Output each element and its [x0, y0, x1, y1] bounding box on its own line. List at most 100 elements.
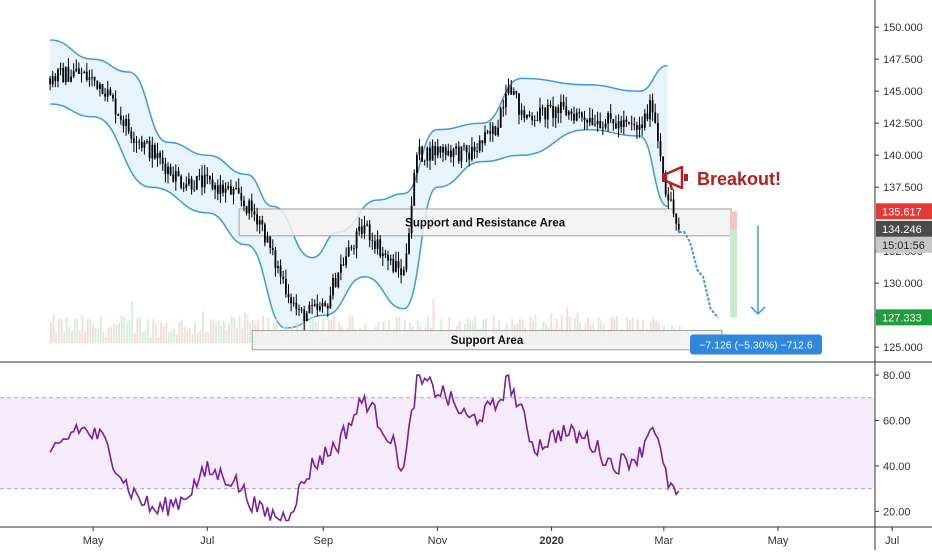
candle-body	[439, 146, 442, 153]
megaphone-icon	[662, 165, 688, 191]
candle-body	[549, 104, 552, 107]
volume-bar	[215, 322, 217, 343]
candle-body	[85, 71, 88, 80]
price-tag-upper: 135.617	[882, 206, 922, 218]
candle-body	[384, 253, 387, 255]
candle-body	[99, 84, 101, 89]
volume-bar	[86, 319, 89, 343]
volume-bar	[115, 324, 118, 343]
candle-body	[290, 297, 292, 304]
candle-body	[230, 186, 232, 195]
candle-body	[588, 117, 591, 123]
candle-body	[455, 146, 457, 149]
rsi-band-fill	[0, 397, 875, 489]
candle-body	[657, 123, 659, 141]
candle-body	[677, 223, 680, 230]
volume-bar	[147, 319, 149, 343]
volume-bar	[207, 331, 210, 343]
candle-body	[638, 124, 641, 130]
candle-body	[70, 76, 72, 82]
candle-body	[664, 174, 667, 195]
candle-body	[447, 150, 450, 156]
candle-body	[227, 186, 230, 189]
candle-body	[271, 248, 274, 251]
price-tick-label: 125.000	[883, 342, 923, 354]
volume-bar	[550, 313, 553, 343]
candle-body	[303, 309, 306, 321]
volume-bar	[223, 321, 225, 343]
candle-body	[491, 126, 494, 134]
candle-body	[436, 146, 439, 156]
candle-body	[601, 127, 604, 129]
volume-bar	[110, 326, 113, 343]
volume-bar	[191, 334, 194, 343]
countdown-tag-bg	[876, 236, 932, 253]
candle-body	[468, 152, 471, 160]
volume-bar	[73, 317, 76, 343]
candle-body	[567, 111, 570, 116]
volume-bar	[220, 326, 223, 343]
volume-bar	[333, 315, 335, 343]
candle-body	[308, 304, 311, 314]
candle-body	[298, 309, 300, 310]
volume-bar	[304, 315, 306, 343]
candle-body	[114, 98, 117, 115]
megaphone-handle	[662, 173, 667, 182]
candle-body	[452, 148, 455, 158]
candle-body	[366, 224, 368, 226]
price-tag-last-bg	[876, 220, 932, 237]
price-tick-label: 145.000	[883, 86, 923, 98]
candle-body	[88, 77, 91, 80]
volume-bar	[170, 329, 173, 343]
candle-body	[279, 266, 282, 277]
candle-body	[620, 120, 623, 127]
candle-body	[347, 247, 350, 257]
volume-bar	[238, 315, 241, 343]
candle-body	[363, 224, 366, 234]
candle-body	[313, 303, 316, 306]
candle-body	[672, 199, 675, 214]
candle-body	[591, 117, 594, 125]
volume-bar	[202, 311, 204, 343]
candle-body	[138, 141, 141, 143]
candle-body	[536, 120, 539, 121]
candle-body	[609, 113, 612, 120]
volume-bar	[534, 315, 537, 343]
candle-body	[633, 124, 636, 126]
volume-bar	[63, 331, 65, 343]
volume-bar	[181, 319, 183, 343]
candle-body	[533, 120, 536, 121]
candle-body	[381, 253, 384, 257]
candle-body	[387, 254, 389, 261]
volume-bar	[149, 336, 152, 343]
candle-body	[557, 107, 560, 113]
candle-body	[222, 184, 224, 193]
candle-body	[552, 106, 554, 118]
candle-body	[622, 119, 625, 127]
candle-body	[122, 119, 125, 126]
candle-body	[75, 68, 78, 72]
volume-bar	[597, 316, 600, 343]
volume-bar	[199, 330, 202, 343]
candle-body	[62, 68, 65, 83]
candle-body	[93, 76, 96, 81]
candle-body	[410, 205, 413, 234]
volume-bar	[196, 332, 199, 343]
volume-bar	[183, 326, 186, 343]
candle-body	[324, 303, 327, 306]
volume-bar	[175, 334, 178, 343]
time-tick-label: Sep	[314, 535, 334, 547]
time-tick-label: Nov	[428, 535, 448, 547]
candle-body	[248, 200, 251, 214]
volume-bar	[351, 315, 354, 343]
volume-bar	[312, 315, 314, 343]
candle-body	[195, 176, 198, 190]
candle-body	[596, 120, 599, 125]
candle-body	[484, 132, 486, 144]
candle-body	[389, 258, 392, 261]
candle-body	[117, 114, 120, 116]
candle-body	[295, 302, 298, 310]
candle-body	[193, 189, 196, 191]
megaphone-body	[664, 165, 684, 190]
